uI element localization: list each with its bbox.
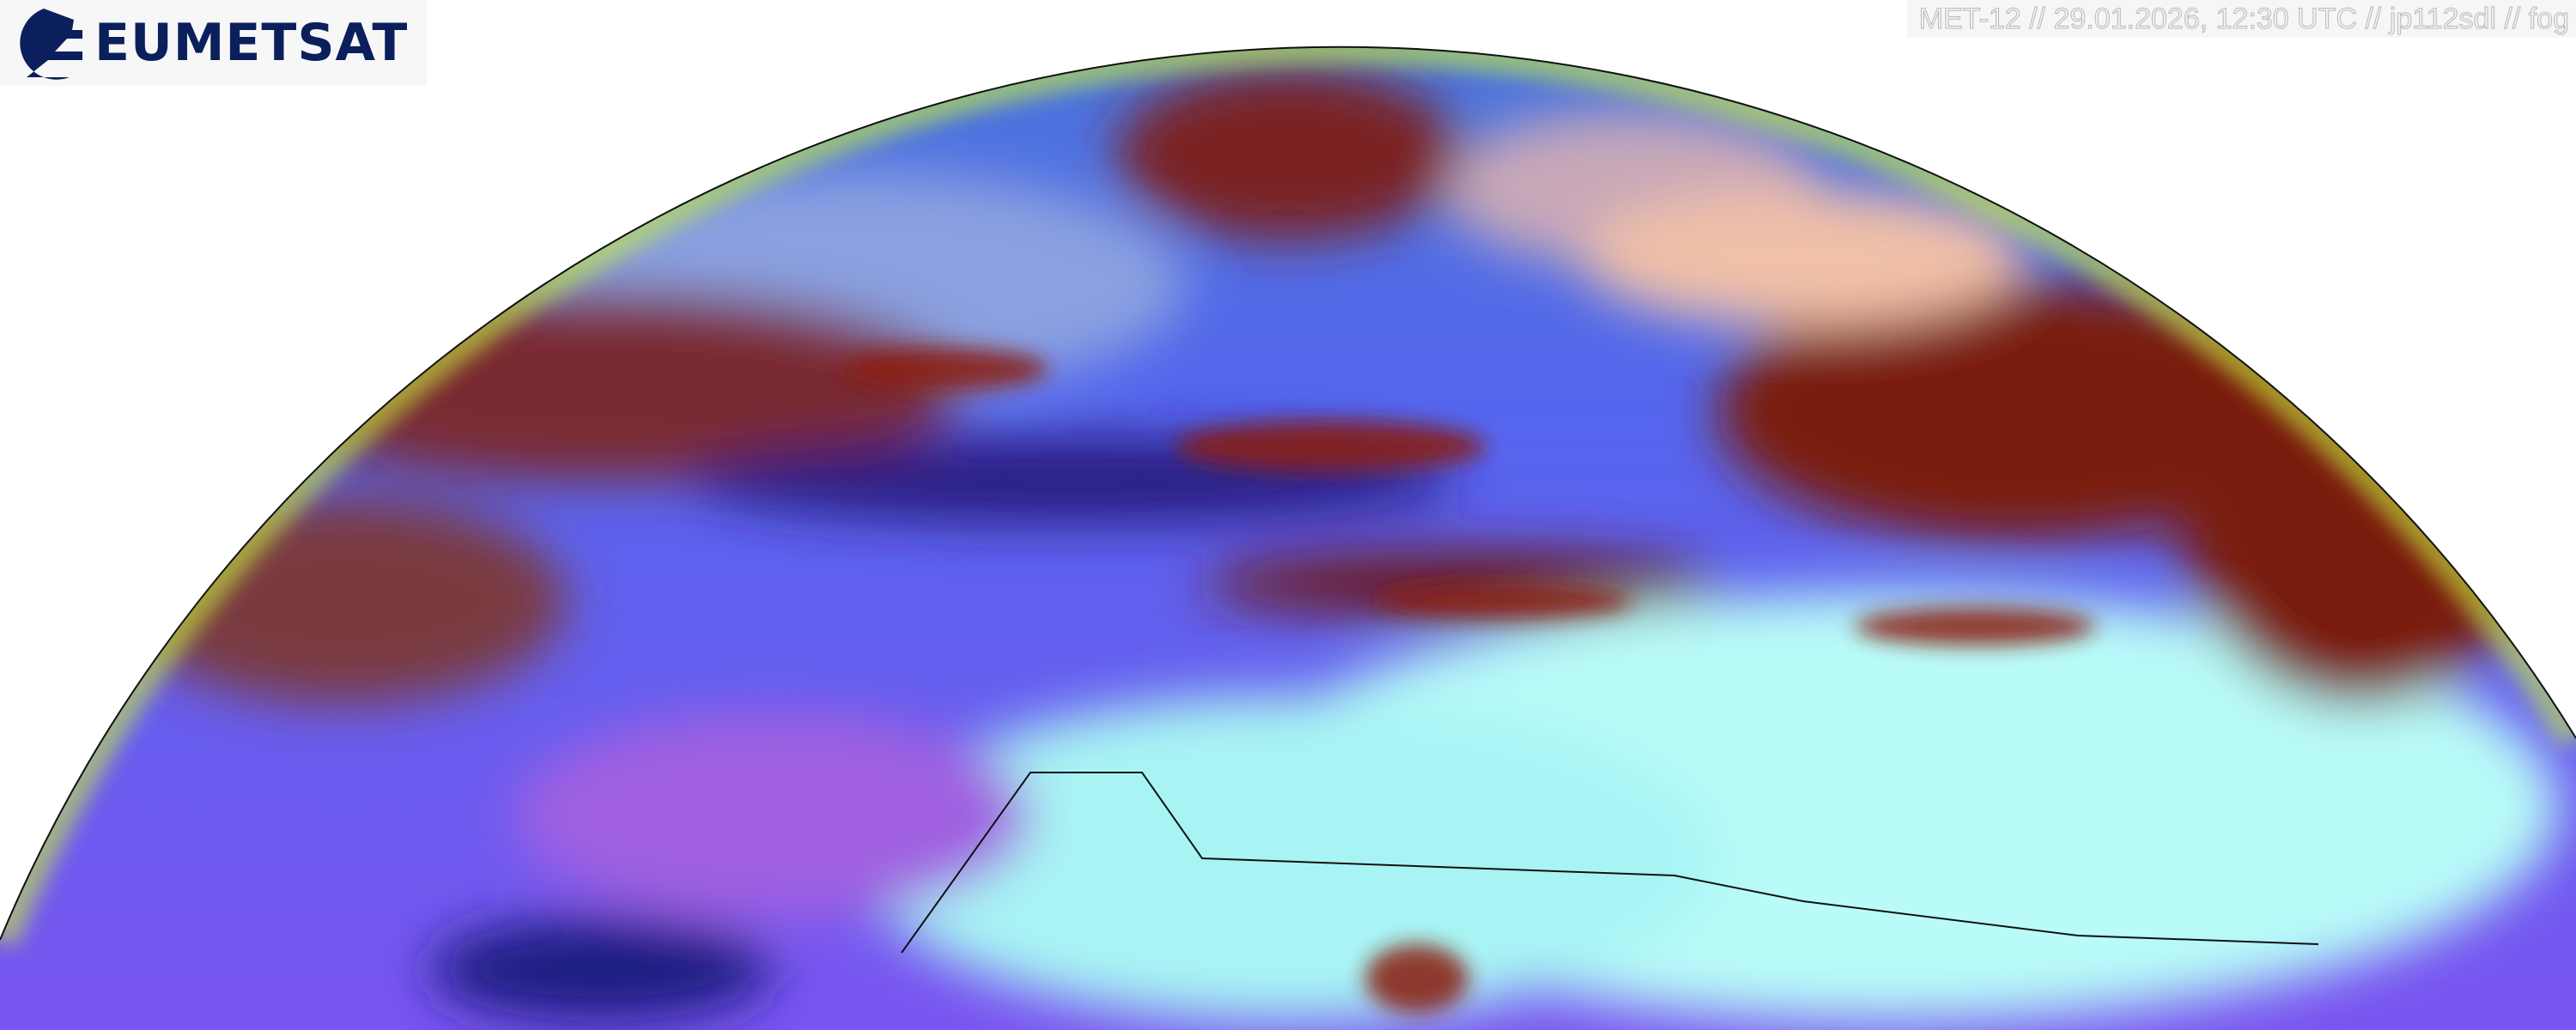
- eumetsat-emblem-icon: [20, 9, 82, 80]
- logo-text: EUMETSAT: [94, 13, 409, 73]
- earth-limb: [0, 45, 2576, 941]
- image-caption: MET-12 // 29.01.2026, 12:30 UTC // jp112…: [1906, 0, 2576, 38]
- eumetsat-logo: EUMETSAT: [0, 0, 427, 86]
